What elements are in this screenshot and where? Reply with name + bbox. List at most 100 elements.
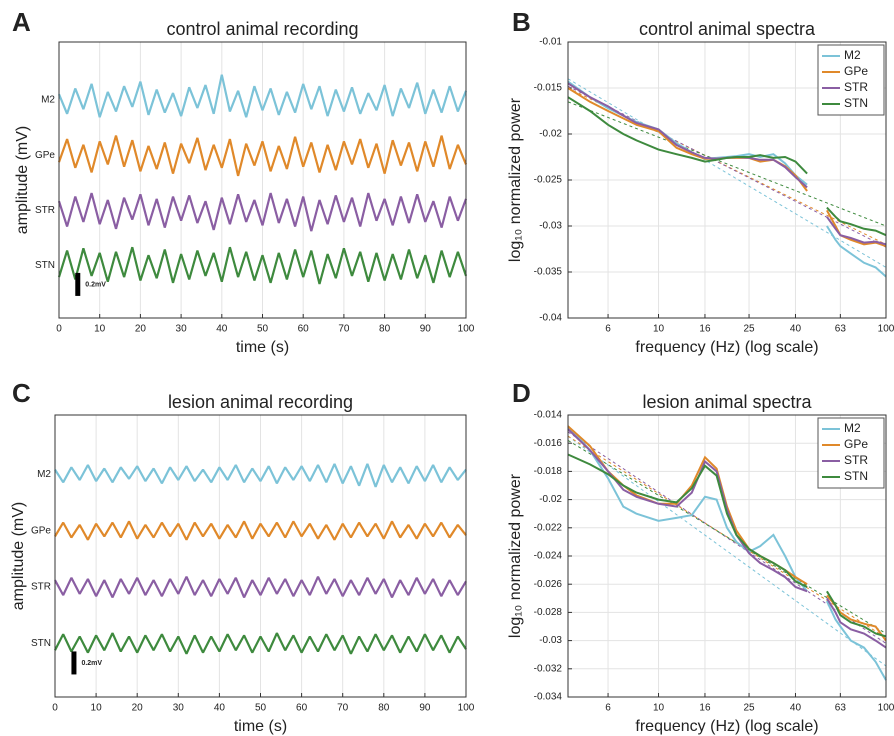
y-axis-label: amplitude (mV) <box>10 502 27 610</box>
y-tick-label: -0.03 <box>539 635 562 646</box>
fit-line <box>567 435 887 667</box>
spectrum-line <box>567 425 887 681</box>
x-tick-label: 50 <box>255 703 267 714</box>
panel-letter: C <box>12 378 31 408</box>
trace-line <box>57 246 468 285</box>
axes-frame <box>58 41 467 319</box>
scale-bar-label: 0.2mV <box>81 660 102 667</box>
x-tick-label: 6 <box>605 703 611 714</box>
x-axis-label: frequency (Hz) (log scale) <box>635 718 818 735</box>
trace-line <box>57 192 468 232</box>
fit-line <box>567 439 887 634</box>
trace-label: M2 <box>37 469 51 480</box>
panel-letter: A <box>12 7 31 37</box>
panel-letter: B <box>512 7 531 37</box>
x-tick-label: 0 <box>56 324 62 335</box>
legend-label: GPe <box>844 437 868 451</box>
trace-line <box>57 135 468 177</box>
y-axis-label: amplitude (mV) <box>14 126 31 234</box>
chart-title: control animal recording <box>166 19 358 39</box>
axes-frame <box>54 414 467 698</box>
x-tick-label: 0 <box>52 703 58 714</box>
y-tick-label: -0.035 <box>534 267 563 278</box>
y-tick-label: -0.02 <box>539 129 562 140</box>
y-tick-label: -0.024 <box>534 551 563 562</box>
x-tick-label: 40 <box>790 703 802 714</box>
y-tick-label: -0.032 <box>534 663 563 674</box>
spectrum-line <box>567 96 887 237</box>
scale-bar-label: 0.2mV <box>85 281 106 288</box>
legend-label: STR <box>844 80 868 94</box>
x-tick-label: 25 <box>743 703 755 714</box>
y-axis-label: log₁₀ normalized power <box>507 97 524 262</box>
x-tick-label: 100 <box>458 324 475 335</box>
y-tick-label: -0.028 <box>534 607 563 618</box>
x-tick-label: 30 <box>176 324 188 335</box>
x-tick-label: 100 <box>878 703 894 714</box>
x-tick-label: 63 <box>835 324 847 335</box>
y-tick-label: -0.026 <box>534 579 563 590</box>
legend-label: M2 <box>844 48 861 62</box>
x-tick-label: 90 <box>419 703 431 714</box>
x-tick-label: 25 <box>743 324 755 335</box>
x-tick-label: 10 <box>94 324 106 335</box>
x-tick-label: 6 <box>605 324 611 335</box>
y-tick-label: -0.022 <box>534 522 563 533</box>
legend-label: STR <box>844 453 868 467</box>
x-tick-label: 90 <box>420 324 432 335</box>
legend-label: STN <box>844 469 868 483</box>
x-tick-label: 60 <box>298 324 310 335</box>
x-tick-label: 60 <box>296 703 308 714</box>
spectrum-line <box>567 453 887 638</box>
x-tick-label: 30 <box>173 703 185 714</box>
x-tick-label: 16 <box>699 324 711 335</box>
x-tick-label: 10 <box>653 324 665 335</box>
y-tick-label: -0.03 <box>539 221 562 232</box>
scale-bar <box>75 272 81 296</box>
y-tick-label: -0.02 <box>539 494 562 505</box>
trace-label: STN <box>35 260 55 271</box>
axes-frame <box>567 41 887 319</box>
axes-frame <box>567 414 887 698</box>
trace-line <box>57 74 468 118</box>
spectrum-line <box>567 82 887 246</box>
trace-label: GPe <box>35 150 55 161</box>
legend-label: STN <box>844 96 868 110</box>
fit-line <box>567 101 887 227</box>
x-tick-label: 70 <box>338 324 350 335</box>
y-tick-label: -0.025 <box>534 175 563 186</box>
x-axis-label: time (s) <box>234 718 287 735</box>
x-tick-label: 20 <box>132 703 144 714</box>
x-tick-label: 63 <box>835 703 847 714</box>
chart-title: lesion animal spectra <box>642 392 812 412</box>
x-tick-label: 70 <box>337 703 349 714</box>
chart-title: lesion animal recording <box>168 392 353 412</box>
x-tick-label: 50 <box>257 324 269 335</box>
x-tick-label: 10 <box>91 703 103 714</box>
trace-label: STR <box>35 205 55 216</box>
fit-line <box>567 87 887 245</box>
panel-letter: D <box>512 378 531 408</box>
y-axis-label: log₁₀ normalized power <box>507 473 524 638</box>
legend-label: GPe <box>844 64 868 78</box>
x-tick-label: 40 <box>216 324 228 335</box>
y-tick-label: -0.016 <box>534 438 563 449</box>
trace-line <box>54 520 467 541</box>
trace-label: STR <box>31 582 51 593</box>
y-tick-label: -0.01 <box>539 37 562 48</box>
x-tick-label: 20 <box>135 324 147 335</box>
x-axis-label: frequency (Hz) (log scale) <box>635 339 818 356</box>
trace-line <box>54 576 467 598</box>
y-tick-label: -0.018 <box>534 466 563 477</box>
trace-label: GPe <box>31 525 51 536</box>
x-axis-label: time (s) <box>236 339 289 356</box>
x-tick-label: 80 <box>378 703 390 714</box>
x-tick-label: 80 <box>379 324 391 335</box>
x-tick-label: 10 <box>653 703 665 714</box>
legend-label: M2 <box>844 421 861 435</box>
y-tick-label: -0.015 <box>534 83 563 94</box>
